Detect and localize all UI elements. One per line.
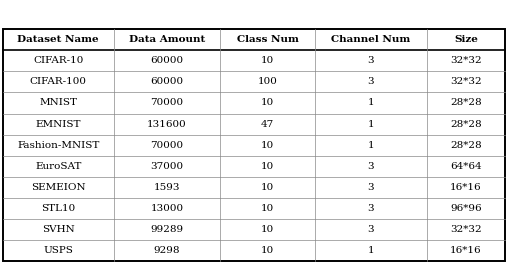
Text: 1: 1: [368, 141, 374, 150]
Text: 16*16: 16*16: [450, 183, 482, 192]
Text: 1: 1: [368, 246, 374, 255]
Text: Class Num: Class Num: [237, 35, 299, 44]
Text: EuroSAT: EuroSAT: [35, 162, 81, 171]
Text: 64*64: 64*64: [450, 162, 482, 171]
Text: 3: 3: [368, 204, 374, 213]
Text: 16*16: 16*16: [450, 246, 482, 255]
Text: 1: 1: [368, 98, 374, 107]
Text: 10: 10: [261, 183, 274, 192]
Text: 3: 3: [368, 56, 374, 65]
Text: 60000: 60000: [150, 77, 183, 86]
Text: 99289: 99289: [150, 225, 183, 234]
Text: 10: 10: [261, 162, 274, 171]
Text: 10: 10: [261, 98, 274, 107]
Text: 3: 3: [368, 77, 374, 86]
Text: USPS: USPS: [43, 246, 73, 255]
Text: 1: 1: [368, 120, 374, 129]
Text: 32*32: 32*32: [450, 225, 482, 234]
Text: CIFAR-100: CIFAR-100: [30, 77, 87, 86]
Text: CIFAR-10: CIFAR-10: [33, 56, 83, 65]
Text: 28*28: 28*28: [450, 141, 482, 150]
Text: 70000: 70000: [150, 141, 183, 150]
Text: Channel Num: Channel Num: [331, 35, 410, 44]
Text: 70000: 70000: [150, 98, 183, 107]
Text: 13000: 13000: [150, 204, 183, 213]
Text: 3: 3: [368, 225, 374, 234]
Text: 10: 10: [261, 141, 274, 150]
Text: 9298: 9298: [154, 246, 180, 255]
Text: 47: 47: [261, 120, 274, 129]
Text: 1593: 1593: [154, 183, 180, 192]
Text: SEMEION: SEMEION: [31, 183, 85, 192]
Text: 3: 3: [368, 183, 374, 192]
Text: 37000: 37000: [150, 162, 183, 171]
Text: 60000: 60000: [150, 56, 183, 65]
Text: Size: Size: [454, 35, 478, 44]
Text: 100: 100: [258, 77, 277, 86]
Text: Dataset Name: Dataset Name: [17, 35, 99, 44]
Text: STL10: STL10: [41, 204, 75, 213]
Text: 28*28: 28*28: [450, 120, 482, 129]
Text: 32*32: 32*32: [450, 77, 482, 86]
Text: 32*32: 32*32: [450, 56, 482, 65]
Text: 10: 10: [261, 246, 274, 255]
Text: 10: 10: [261, 204, 274, 213]
Text: 10: 10: [261, 56, 274, 65]
Text: 28*28: 28*28: [450, 98, 482, 107]
Text: 96*96: 96*96: [450, 204, 482, 213]
Text: Data Amount: Data Amount: [129, 35, 205, 44]
Text: EMNIST: EMNIST: [36, 120, 81, 129]
Text: 131600: 131600: [147, 120, 187, 129]
Text: 10: 10: [261, 225, 274, 234]
Text: SVHN: SVHN: [42, 225, 75, 234]
Text: 3: 3: [368, 162, 374, 171]
Text: Fashion-MNIST: Fashion-MNIST: [17, 141, 100, 150]
Text: MNIST: MNIST: [39, 98, 77, 107]
